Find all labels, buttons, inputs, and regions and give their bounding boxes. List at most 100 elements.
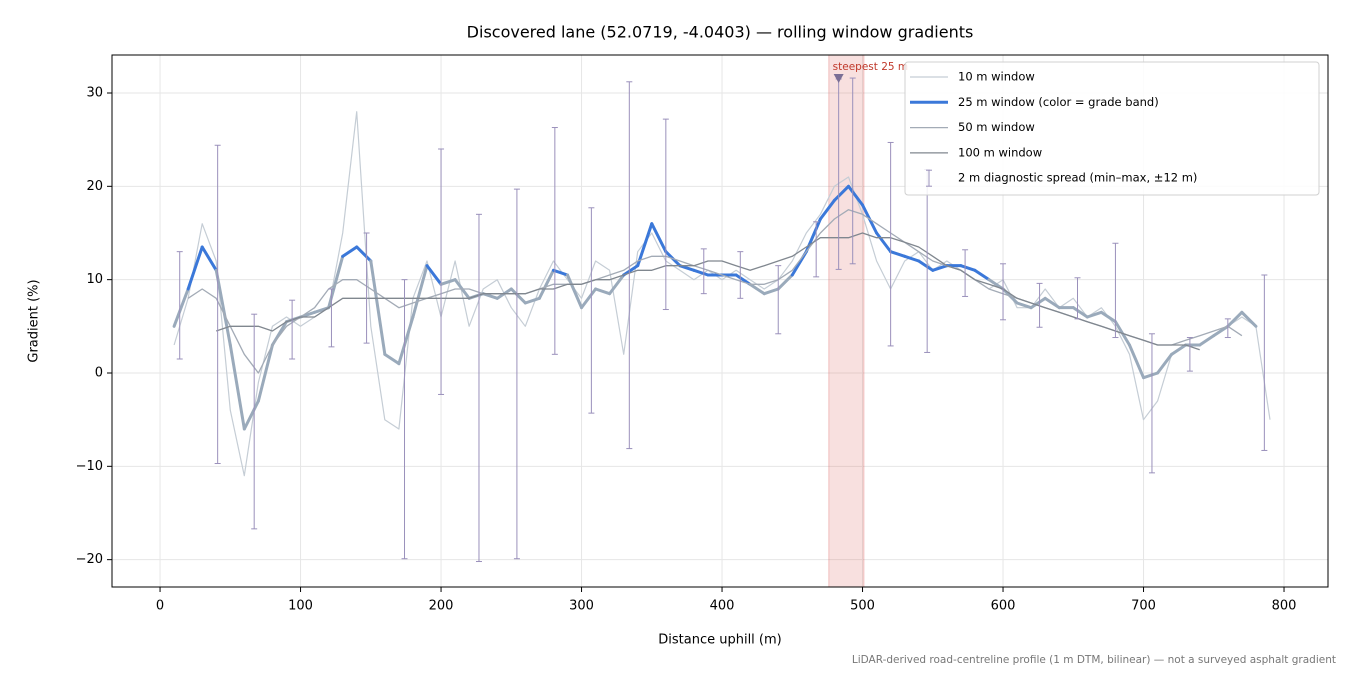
error-bar — [775, 265, 782, 335]
line-segment — [959, 264, 977, 272]
y-tick-label: 20 — [86, 179, 103, 194]
line-segment — [762, 287, 780, 296]
error-bar — [1036, 282, 1043, 328]
legend-label: 50 m window — [958, 120, 1035, 134]
line-segment — [832, 184, 850, 202]
error-bar — [1261, 274, 1268, 451]
highlight-band — [828, 54, 865, 588]
line-segment — [1029, 296, 1047, 310]
line-segment — [256, 343, 274, 403]
line-segment — [875, 231, 893, 254]
line-segment — [481, 292, 499, 300]
x-tick-label: 300 — [569, 599, 594, 614]
line-segment — [200, 245, 218, 272]
error-bar — [626, 81, 633, 450]
x-tick-label: 0 — [156, 599, 164, 614]
line-segment — [1043, 296, 1061, 310]
error-bar — [849, 77, 856, 265]
error-bar — [813, 221, 820, 278]
error-bar — [1186, 337, 1193, 372]
legend-label: 25 m window (color = grade band) — [958, 95, 1159, 109]
line-segment — [1226, 310, 1244, 328]
line-segment — [1142, 371, 1160, 380]
line-segment — [917, 259, 935, 272]
x-tick-label: 700 — [1131, 599, 1156, 614]
line-segment — [692, 268, 710, 277]
line-segment — [523, 296, 541, 305]
error-bar — [1074, 277, 1081, 320]
error-bar — [1000, 263, 1007, 321]
line-segment — [931, 264, 949, 272]
line-segment — [425, 264, 443, 286]
error-bar — [475, 213, 482, 563]
error-bar — [1224, 318, 1231, 339]
x-tick-label: 100 — [288, 599, 313, 614]
line-segment — [1127, 343, 1146, 380]
line-segment — [818, 198, 836, 221]
y-tick-label: 30 — [86, 85, 103, 100]
error-bar — [588, 207, 595, 414]
error-bar — [214, 144, 221, 465]
line-segment — [172, 287, 190, 328]
line-segment — [186, 245, 204, 291]
error-bar — [737, 251, 744, 299]
line-segment — [973, 268, 991, 282]
line-segment — [228, 343, 246, 431]
line-segment — [903, 254, 921, 263]
line-segment — [987, 278, 1005, 291]
line-segment — [608, 273, 626, 296]
y-tick-label: 0 — [95, 365, 103, 380]
x-tick-label: 500 — [850, 599, 875, 614]
line-segment — [580, 287, 598, 310]
footnote: LiDAR-derived road-centreline profile (1… — [852, 654, 1336, 666]
y-tick-label: −20 — [76, 552, 103, 567]
steepest-marker — [833, 73, 844, 83]
line-segment — [537, 268, 555, 300]
line-segment — [439, 278, 457, 286]
legend: 10 m window 25 m window (color = grade ba… — [904, 61, 1320, 196]
error-bar — [513, 188, 520, 560]
x-tick-label: 800 — [1272, 599, 1297, 614]
y-tick-label: 10 — [86, 272, 103, 287]
error-bar — [401, 279, 408, 560]
line-segment — [509, 287, 527, 305]
legend-label: 10 m window — [958, 70, 1035, 84]
line-segment — [1071, 306, 1089, 319]
y-tick-label: −10 — [76, 459, 103, 474]
line-segment — [636, 222, 654, 268]
line-segment — [748, 282, 766, 296]
legend-label: 100 m window — [958, 145, 1042, 159]
line-segment — [1099, 310, 1117, 324]
line-segment — [889, 250, 907, 258]
error-bar — [962, 249, 969, 297]
line-segment — [594, 287, 612, 296]
line-segment — [734, 273, 752, 286]
x-axis-label: Distance uphill (m) — [658, 633, 781, 648]
line-segment — [1198, 334, 1216, 347]
line-segment — [622, 264, 640, 277]
line-segment — [411, 264, 429, 319]
series-line — [187, 209, 1243, 374]
line-segment — [369, 259, 387, 356]
line-segment — [551, 268, 569, 277]
error-bar — [176, 251, 183, 360]
error-bar — [662, 118, 669, 311]
line-segment — [565, 273, 584, 310]
legend-box — [904, 61, 1320, 196]
line-segment — [1156, 352, 1174, 375]
error-bar — [328, 288, 335, 348]
line-segment — [650, 222, 668, 254]
chart-title: Discovered lane (52.0719, -4.0403) — rol… — [467, 23, 974, 42]
series-line — [215, 232, 1200, 351]
error-bar — [1112, 242, 1119, 339]
x-tick-label: 200 — [429, 599, 454, 614]
error-bar — [289, 299, 296, 360]
x-tick-label: 400 — [710, 599, 735, 614]
line-segment — [313, 306, 331, 314]
line-segment — [299, 310, 317, 319]
legend-label: 2 m diagnostic spread (min–max, ±12 m) — [958, 171, 1197, 185]
line-segment — [1170, 343, 1188, 356]
plot-frame — [111, 54, 1329, 588]
line-segment — [1015, 301, 1033, 310]
